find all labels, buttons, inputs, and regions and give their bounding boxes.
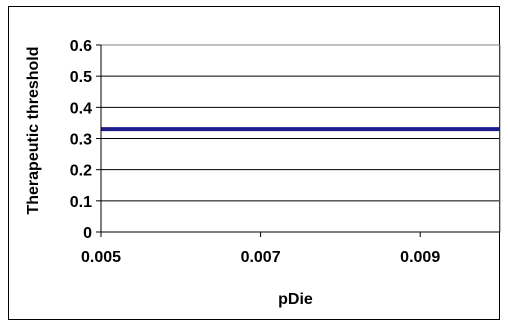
y-tick-label: 0	[83, 225, 92, 242]
x-tick-label: 0.009	[400, 249, 440, 266]
y-tick-label: 0.1	[70, 194, 92, 211]
y-tick-label: 0.4	[70, 100, 92, 117]
x-tick-label: 0.005	[81, 249, 121, 266]
y-tick-label: 0.5	[70, 69, 92, 86]
y-axis: 0 0.1 0.2 0.3 0.4 0.5 0.6	[70, 38, 102, 242]
chart-area	[8, 6, 500, 320]
x-axis: 0.005 0.007 0.009	[81, 231, 500, 266]
x-axis-title: pDie	[278, 291, 313, 308]
y-tick-label: 0.6	[70, 38, 92, 55]
gridlines	[101, 44, 500, 202]
y-tick-label: 0.2	[70, 163, 92, 180]
y-tick-label: 0.3	[70, 132, 92, 149]
y-axis-title: Therapeutic threshold	[25, 46, 42, 214]
x-tick-label: 0.007	[241, 249, 281, 266]
